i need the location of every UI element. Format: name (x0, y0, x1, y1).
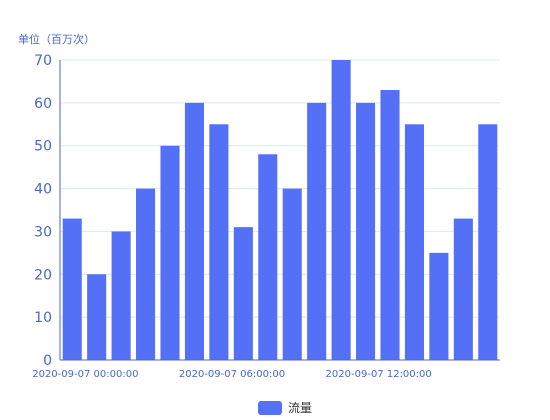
bar (184, 102, 204, 360)
bar (258, 154, 278, 360)
y-tick-label: 60 (34, 96, 52, 112)
bar (62, 218, 82, 360)
bar (160, 145, 180, 360)
y-tick-label: 50 (34, 139, 52, 155)
bar (404, 124, 424, 361)
bar (429, 252, 449, 360)
y-tick-label: 20 (34, 267, 52, 283)
bar (282, 188, 302, 360)
bar (307, 102, 327, 360)
y-tick-label: 0 (43, 353, 52, 369)
bar (136, 188, 156, 360)
bar (380, 90, 400, 360)
y-tick-label: 40 (34, 182, 52, 198)
bar (209, 124, 229, 361)
y-tick-label: 10 (34, 310, 52, 326)
y-tick-label: 70 (34, 53, 52, 69)
bar (87, 274, 107, 360)
legend-label: 流量 (288, 401, 313, 415)
bar (111, 231, 131, 360)
bar (233, 227, 253, 360)
y-tick-label: 30 (34, 224, 52, 240)
x-tick-label: 2020-09-07 12:00:00 (326, 369, 432, 380)
bar (478, 124, 498, 361)
x-tick-label: 2020-09-07 00:00:00 (32, 369, 138, 380)
legend-swatch (258, 400, 282, 415)
y-axis-unit-label: 单位（百万次） (18, 33, 95, 46)
bar (453, 218, 473, 360)
x-tick-label: 2020-09-07 06:00:00 (179, 369, 285, 380)
legend[interactable]: 流量 (258, 399, 312, 416)
bar (356, 102, 376, 360)
bar (331, 60, 351, 360)
